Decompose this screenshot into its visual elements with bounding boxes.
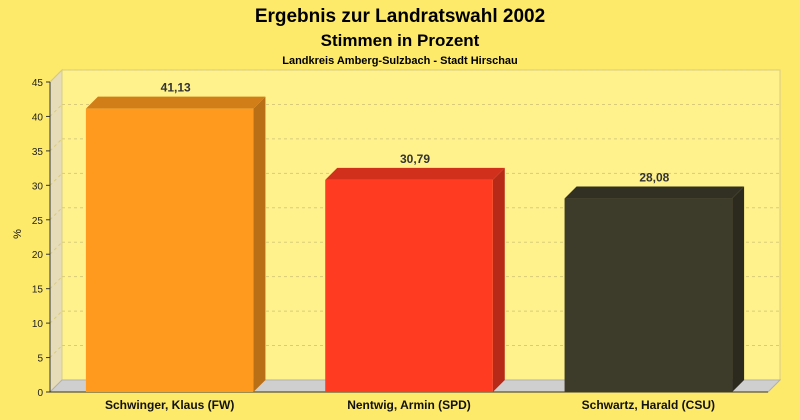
- y-tick-label: 45: [32, 78, 44, 89]
- x-tick-label: Schwartz, Harald (CSU): [582, 398, 715, 412]
- x-tick-label: Nentwig, Armin (SPD): [347, 398, 471, 412]
- bar-top: [325, 167, 505, 180]
- data-label: 41,13: [161, 81, 191, 95]
- y-tick-label: 15: [32, 285, 44, 296]
- y-tick-label: 40: [32, 112, 44, 123]
- y-tick-label: 10: [32, 319, 44, 330]
- bar-side: [253, 96, 266, 392]
- y-tick-label: 35: [32, 147, 44, 158]
- chart-subsubtitle: Landkreis Amberg-Sulzbach - Stadt Hirsch…: [282, 55, 518, 67]
- chart-subtitle: Stimmen in Prozent: [321, 31, 480, 50]
- bar-side: [492, 167, 505, 392]
- gridline-depth: [49, 138, 63, 152]
- bar: [564, 198, 733, 392]
- data-label: 28,08: [639, 171, 669, 185]
- gridline-depth: [49, 310, 63, 324]
- gridline-depth: [49, 207, 63, 221]
- bar: [85, 108, 254, 392]
- chart-title: Ergebnis zur Landratswahl 2002: [255, 6, 545, 27]
- left-wall: [49, 68, 63, 394]
- gridline-depth: [49, 345, 63, 358]
- plot-area: 0 5 10 15 20 25 30 35 40 45 41,13 Schwinger, Klaus …: [32, 68, 782, 412]
- x-tick-label: Schwinger, Klaus (FW): [105, 398, 234, 412]
- gridline-depth: [49, 276, 63, 290]
- bar-top: [85, 96, 266, 109]
- gridline-depth: [49, 172, 63, 186]
- bar: [325, 179, 493, 392]
- y-tick-label: 5: [37, 354, 43, 365]
- gridline-depth: [49, 104, 63, 117]
- y-axis-label: %: [12, 229, 24, 239]
- gridline-depth: [49, 69, 63, 83]
- y-tick-label: 0: [37, 388, 43, 399]
- y-tick-label: 20: [32, 250, 44, 261]
- bar-top: [564, 186, 745, 199]
- y-tick-label: 25: [32, 216, 44, 227]
- y-tick-label: 30: [32, 181, 44, 192]
- bar-side: [732, 186, 745, 392]
- gridline-depth: [49, 241, 63, 255]
- data-label: 30,79: [400, 152, 430, 166]
